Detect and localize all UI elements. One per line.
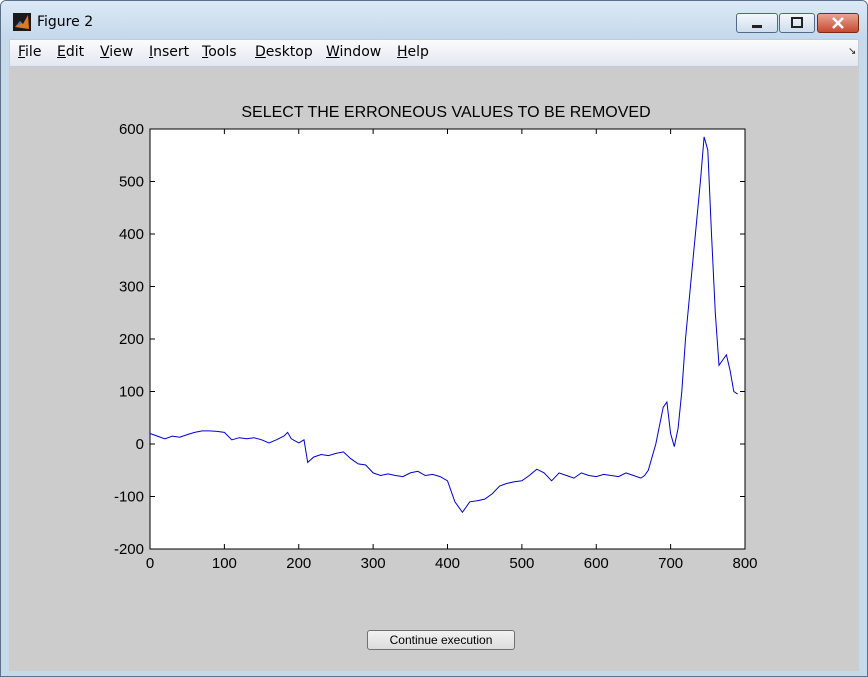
close-button[interactable]	[817, 13, 859, 33]
x-tick-label: 0	[146, 555, 154, 572]
menu-file-rest: ile	[25, 44, 42, 60]
x-tick-label: 400	[435, 555, 460, 572]
matlab-icon	[13, 13, 31, 31]
menu-tools-rest: ools	[208, 44, 237, 60]
menu-file-mnemonic: F	[18, 44, 26, 60]
menu-window[interactable]: Window	[326, 44, 381, 60]
menu-window-mnemonic: W	[326, 44, 340, 60]
menu-tools-mnemonic: T	[202, 44, 209, 60]
y-tick-label: 200	[119, 331, 144, 348]
chart-title: SELECT THE ERRONEOUS VALUES TO BE REMOVE…	[241, 104, 650, 121]
menu-insert-rest: nsert	[153, 44, 190, 60]
menu-view[interactable]: View	[100, 44, 133, 60]
menu-window-rest: indow	[339, 44, 382, 60]
window-title: Figure 2	[37, 14, 94, 30]
y-tick-label: 0	[136, 436, 144, 453]
series-line	[149, 136, 738, 514]
menu-desktop[interactable]: Desktop	[255, 44, 313, 60]
menu-edit[interactable]: Edit	[57, 44, 84, 60]
y-tick-label: 600	[119, 121, 144, 138]
menu-help-mnemonic: H	[397, 44, 408, 60]
y-tick-label: 100	[119, 384, 144, 401]
menu-edit-mnemonic: E	[57, 44, 66, 60]
y-tick-label: 300	[119, 279, 144, 296]
x-tick-label: 600	[584, 555, 609, 572]
menu-desktop-rest: esktop	[265, 44, 313, 60]
menu-edit-rest: dit	[65, 44, 85, 60]
y-tick-label: -200	[114, 541, 144, 558]
menu-tools[interactable]: Tools	[202, 44, 237, 60]
menu-bar: File Edit View Insert Tools Desktop Wind…	[9, 39, 859, 67]
x-tick-label: 800	[732, 555, 757, 572]
y-tick-label: 400	[119, 226, 144, 243]
x-tick-label: 200	[286, 555, 311, 572]
series-layer	[149, 136, 738, 514]
title-bar[interactable]: Figure 2	[1, 1, 867, 39]
continue-execution-button[interactable]: Continue execution	[367, 630, 515, 650]
menu-overflow-arrow-icon[interactable]: ↘	[848, 46, 857, 57]
menu-file[interactable]: File	[18, 44, 41, 60]
maximize-icon	[791, 17, 803, 28]
minimize-icon	[752, 25, 762, 28]
y-tick-label: 500	[119, 174, 144, 191]
maximize-button[interactable]	[779, 13, 815, 33]
x-tick-label: 700	[658, 555, 683, 572]
figure-canvas: SELECT THE ERRONEOUS VALUES TO BE REMOVE…	[9, 67, 859, 671]
axes-ticks: 0 100 200 300 400 500 600 700 800 -200 -100 0 100 200…	[114, 121, 758, 572]
plot-area[interactable]: SELECT THE ERRONEOUS VALUES TO BE REMOVE…	[9, 67, 859, 671]
menu-view-rest: iew	[109, 44, 134, 60]
menu-help-rest: elp	[407, 44, 429, 60]
y-tick-label: -100	[114, 489, 144, 506]
menu-view-mnemonic: V	[100, 44, 110, 60]
axes-background	[149, 128, 746, 550]
menu-help[interactable]: Help	[397, 44, 429, 60]
menu-desktop-mnemonic: D	[255, 44, 266, 60]
x-tick-label: 100	[212, 555, 237, 572]
menu-insert[interactable]: Insert	[149, 44, 189, 60]
minimize-button[interactable]	[736, 13, 778, 33]
x-tick-label: 500	[509, 555, 534, 572]
menu-insert-mnemonic: I	[149, 44, 154, 60]
x-tick-label: 300	[361, 555, 386, 572]
close-icon	[832, 17, 844, 29]
